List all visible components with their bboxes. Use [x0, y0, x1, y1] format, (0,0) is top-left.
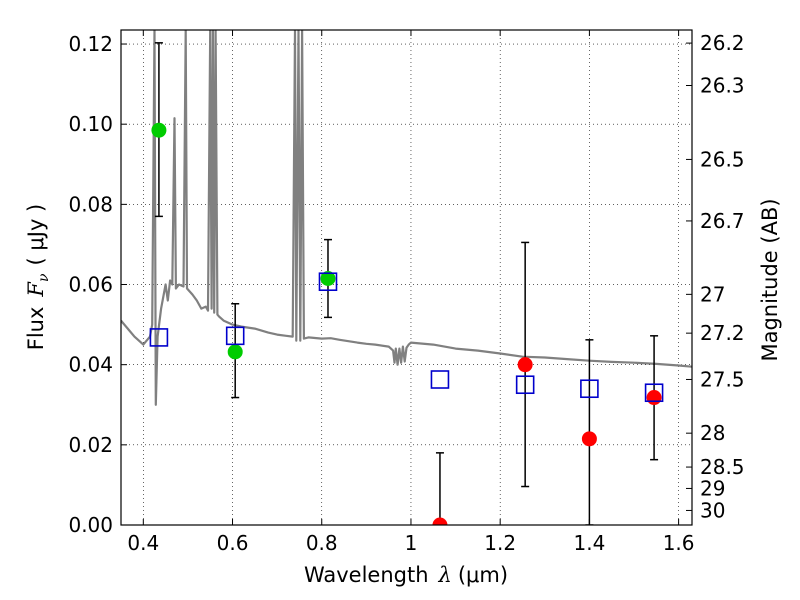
observed-flux-point [581, 431, 597, 447]
mag-tick-label: 26.7 [700, 209, 745, 233]
x-tick-label: 0.6 [217, 531, 249, 555]
x-tick-label: 1 [405, 531, 418, 555]
x-tick-label: 0.8 [306, 531, 338, 555]
plot-frame [120, 29, 693, 526]
y-tick-label: 0.08 [68, 192, 113, 216]
mag-tick-label: 26.5 [700, 147, 745, 171]
x-tick-label: 1.6 [663, 531, 695, 555]
x-tick-label: 0.4 [127, 531, 159, 555]
observed-flux-point [320, 271, 336, 287]
mag-tick-label: 27 [700, 282, 725, 306]
mag-tick-label: 26.3 [700, 73, 745, 97]
x-tick-label: 1.4 [573, 531, 605, 555]
mag-tick-label: 29 [700, 476, 725, 500]
observed-flux-point [517, 357, 533, 373]
sed-model-curve [121, 30, 692, 406]
model-flux-square [149, 328, 169, 347]
observed-flux-point [227, 344, 243, 360]
observed-flux-point [432, 517, 448, 525]
y-tick-label: 0.10 [68, 112, 113, 136]
x-axis-label: Wavelength λ (μm) [304, 563, 508, 587]
mag-tick-label: 30 [700, 498, 725, 522]
model-flux-square [644, 383, 664, 403]
model-flux-square [580, 379, 599, 399]
model-flux-square [430, 370, 450, 389]
mag-tick-label: 27.5 [700, 367, 745, 391]
grid-lines [121, 30, 692, 526]
y-axis-label: FluxFν( μJy ) [24, 204, 52, 350]
model-flux-square [515, 375, 535, 395]
mag-tick-label: 28 [700, 421, 725, 445]
mag-tick-label: 26.2 [700, 31, 745, 55]
y-tick-label: 0.00 [68, 513, 113, 537]
y-tick-label: 0.02 [68, 433, 113, 457]
y-tick-label: 0.12 [68, 32, 113, 56]
y-tick-label: 0.06 [68, 273, 113, 297]
observed-flux-point [646, 390, 662, 406]
x-tick-label: 1.2 [484, 531, 516, 555]
mag-tick-label: 27.2 [700, 321, 745, 345]
model-flux-square [318, 272, 338, 292]
mag-tick-label: 28.5 [700, 455, 745, 479]
y-tick-label: 0.04 [68, 353, 113, 377]
right-axis-label: Magnitude (AB) [758, 198, 782, 361]
observed-flux-point [151, 122, 167, 138]
model-flux-square [225, 326, 245, 346]
